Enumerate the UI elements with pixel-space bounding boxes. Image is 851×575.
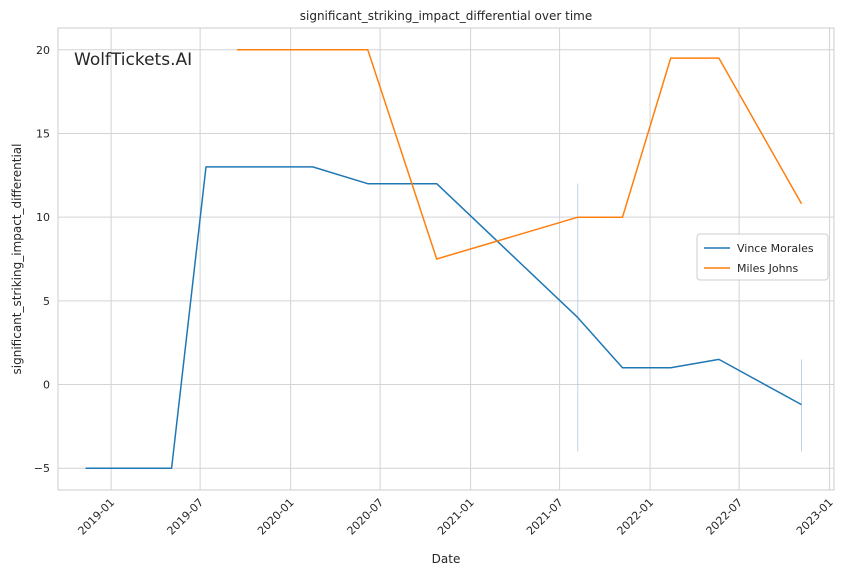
x-axis-label: Date xyxy=(432,552,461,566)
y-axis-label: significant_striking_impact_differential xyxy=(10,144,24,375)
series-lines xyxy=(85,49,803,469)
gridlines xyxy=(58,28,834,490)
legend: Vince Morales Miles Johns xyxy=(696,233,829,281)
chart-title: significant_striking_impact_differential… xyxy=(300,9,592,23)
y-tick-label: 10 xyxy=(36,211,50,224)
y-tick-label: −5 xyxy=(34,462,50,475)
y-tick-label: 20 xyxy=(36,44,50,57)
y-tick-label: 15 xyxy=(36,127,50,140)
legend-label-miles-johns: Miles Johns xyxy=(737,262,799,275)
series-line-miles-johns xyxy=(237,49,803,260)
plot-frame xyxy=(57,27,835,491)
watermark-text: WolfTickets.AI xyxy=(74,50,192,70)
legend-label-vince-morales: Vince Morales xyxy=(737,242,814,255)
series-line-vince-morales xyxy=(85,166,802,469)
y-tick-label: 5 xyxy=(43,295,50,308)
y-axis-ticks: −5 0 5 10 15 20 xyxy=(34,44,50,475)
y-tick-label: 0 xyxy=(43,379,50,392)
